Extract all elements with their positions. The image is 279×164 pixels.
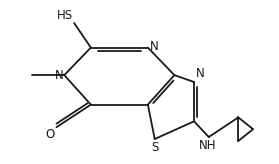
Text: S: S xyxy=(151,141,158,154)
Text: N: N xyxy=(150,40,158,53)
Text: HS: HS xyxy=(57,9,73,22)
Text: N: N xyxy=(196,67,205,80)
Text: O: O xyxy=(45,128,54,141)
Text: N: N xyxy=(55,69,63,82)
Text: NH: NH xyxy=(199,139,217,152)
